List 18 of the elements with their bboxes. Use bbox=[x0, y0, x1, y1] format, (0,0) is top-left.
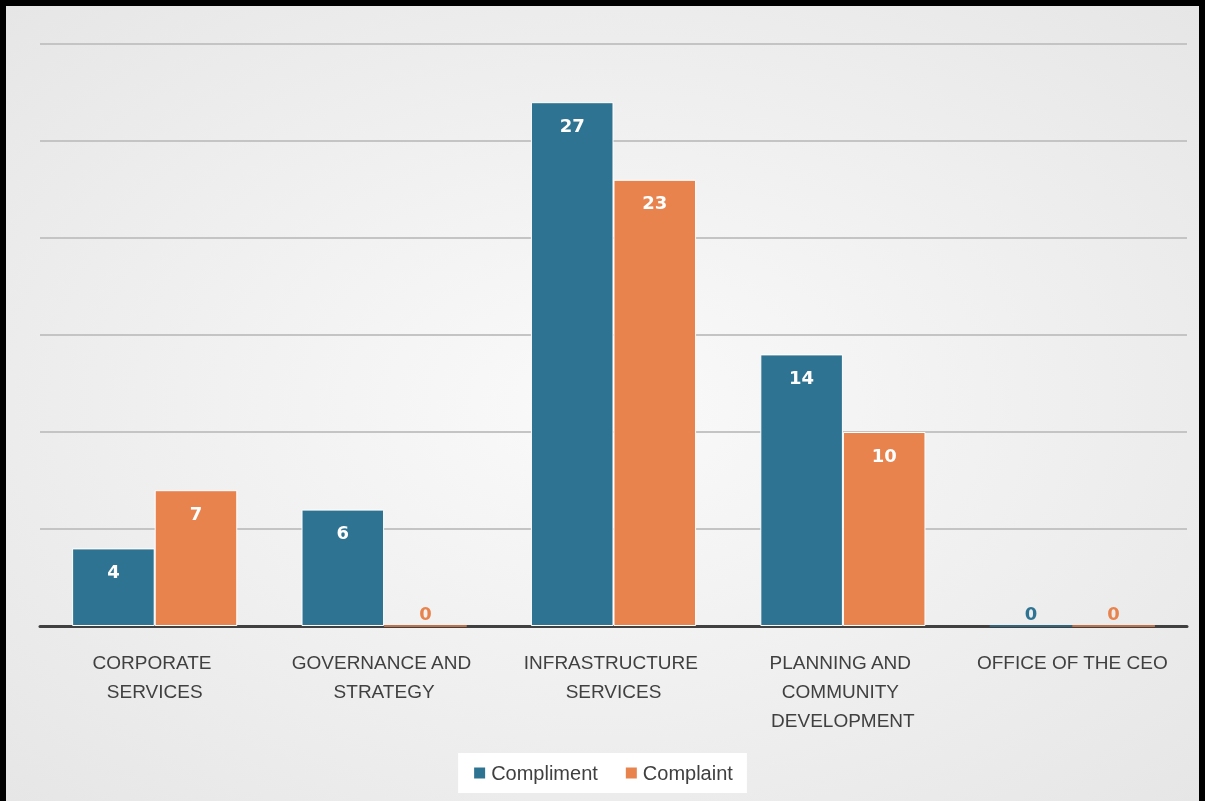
data-label: 10 bbox=[871, 444, 897, 466]
x-tick-label: CORPORATE SERVICES bbox=[92, 652, 217, 702]
legend-label: Compliment bbox=[491, 762, 599, 784]
x-tick-label: INFRASTRUCTURE SERVICES bbox=[523, 652, 704, 702]
bar bbox=[301, 509, 385, 626]
data-label: 27 bbox=[559, 114, 585, 136]
x-tick-label: OFFICE OF THE CEO bbox=[976, 652, 1168, 673]
legend-label: Complaint bbox=[642, 762, 734, 784]
data-label: 6 bbox=[336, 522, 350, 544]
data-label: 23 bbox=[642, 192, 668, 214]
data-label: 14 bbox=[789, 366, 815, 388]
data-label: 0 bbox=[1107, 603, 1120, 624]
data-label: 0 bbox=[419, 603, 432, 624]
x-tick-label: PLANNING AND COMMUNITY DEVELOPMENT bbox=[769, 652, 917, 731]
x-tick-label: GOVERNANCE AND STRATEGY bbox=[291, 652, 477, 702]
data-label: 0 bbox=[1024, 603, 1038, 624]
data-label: 7 bbox=[189, 502, 203, 524]
data-label: 4 bbox=[107, 560, 120, 582]
